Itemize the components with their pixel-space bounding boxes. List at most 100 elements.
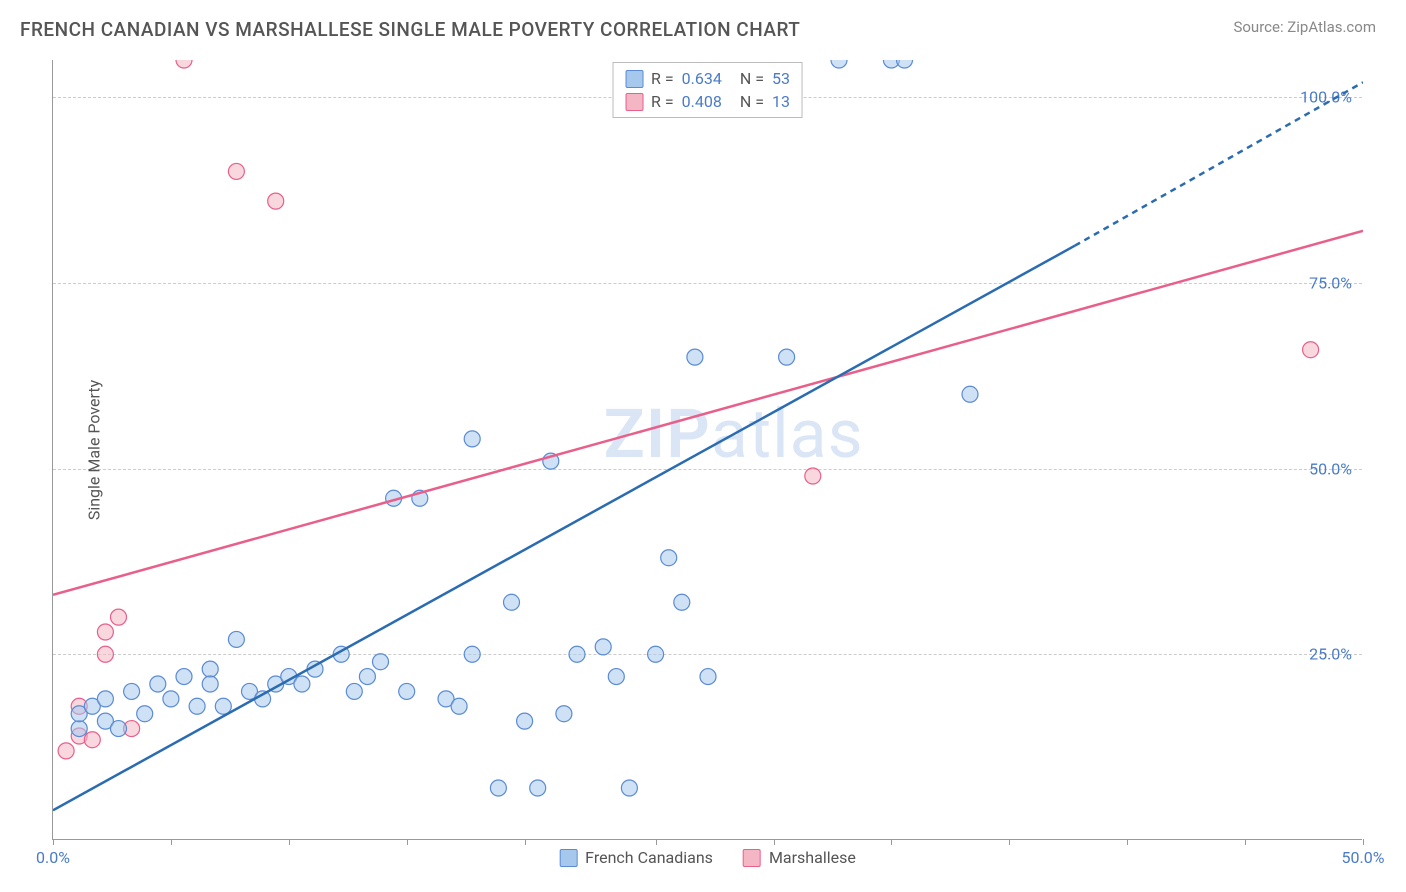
data-point bbox=[359, 669, 375, 685]
data-point bbox=[451, 698, 467, 714]
data-point bbox=[137, 706, 153, 722]
data-point bbox=[399, 683, 415, 699]
data-point bbox=[202, 676, 218, 692]
x-tick-mark bbox=[171, 839, 172, 845]
data-point bbox=[608, 669, 624, 685]
data-point bbox=[687, 349, 703, 365]
chart-svg bbox=[53, 60, 1363, 840]
trend-line bbox=[53, 246, 1075, 811]
r-value-2: 0.408 bbox=[682, 92, 722, 111]
data-point bbox=[228, 163, 244, 179]
x-tick-mark bbox=[1009, 839, 1010, 845]
data-point bbox=[883, 60, 899, 68]
data-point bbox=[805, 468, 821, 484]
data-point bbox=[897, 60, 913, 68]
y-tick-label: 75.0% bbox=[1309, 273, 1352, 292]
legend-swatch-series1 bbox=[625, 70, 643, 88]
legend-swatch-1 bbox=[559, 849, 577, 867]
legend-label-2: Marshallese bbox=[769, 848, 856, 867]
data-point bbox=[490, 780, 506, 796]
data-point bbox=[71, 706, 87, 722]
r-value-1: 0.634 bbox=[682, 69, 722, 88]
x-tick-mark bbox=[774, 839, 775, 845]
chart-container: ZIPatlas 25.0%50.0%75.0%100.0% 0.0%50.0%… bbox=[52, 60, 1362, 840]
legend-label-1: French Canadians bbox=[585, 848, 713, 867]
x-tick-label: 50.0% bbox=[1342, 848, 1385, 867]
data-point bbox=[386, 490, 402, 506]
plot-area: ZIPatlas 25.0%50.0%75.0%100.0% 0.0%50.0%… bbox=[52, 60, 1362, 840]
y-tick-label: 100.0% bbox=[1300, 88, 1352, 107]
data-point bbox=[176, 669, 192, 685]
gridline-h bbox=[53, 283, 1362, 284]
data-point bbox=[202, 661, 218, 677]
data-point bbox=[71, 698, 87, 714]
legend-series: French Canadians Marshallese bbox=[559, 848, 856, 867]
watermark: ZIPatlas bbox=[604, 394, 864, 474]
y-tick-label: 25.0% bbox=[1309, 645, 1352, 664]
x-tick-mark bbox=[1245, 839, 1246, 845]
trend-line bbox=[53, 231, 1363, 595]
data-point bbox=[621, 780, 637, 796]
data-point bbox=[268, 676, 284, 692]
gridline-h bbox=[53, 469, 1362, 470]
legend-swatch-series2 bbox=[625, 93, 643, 111]
gridline-h bbox=[53, 654, 1362, 655]
legend-stats-row-2: R = 0.408 N = 13 bbox=[625, 90, 790, 113]
data-point bbox=[281, 669, 297, 685]
x-tick-mark bbox=[1127, 839, 1128, 845]
y-tick-label: 50.0% bbox=[1309, 459, 1352, 478]
data-point bbox=[124, 683, 140, 699]
x-tick-mark bbox=[53, 839, 54, 845]
data-point bbox=[255, 691, 271, 707]
legend-stats-row-1: R = 0.634 N = 53 bbox=[625, 67, 790, 90]
data-point bbox=[97, 691, 113, 707]
x-tick-label: 0.0% bbox=[36, 848, 70, 867]
legend-stats: R = 0.634 N = 53 R = 0.408 N = 13 bbox=[612, 62, 803, 118]
data-point bbox=[373, 654, 389, 670]
data-point bbox=[150, 676, 166, 692]
n-value-1: 53 bbox=[772, 69, 790, 88]
data-point bbox=[71, 728, 87, 744]
x-tick-mark bbox=[289, 839, 290, 845]
data-point bbox=[530, 780, 546, 796]
data-point bbox=[189, 698, 205, 714]
source-attribution: Source: ZipAtlas.com bbox=[1233, 18, 1376, 36]
data-point bbox=[674, 594, 690, 610]
data-point bbox=[97, 713, 113, 729]
data-point bbox=[595, 639, 611, 655]
x-tick-mark bbox=[656, 839, 657, 845]
legend-swatch-2 bbox=[743, 849, 761, 867]
data-point bbox=[831, 60, 847, 68]
data-point bbox=[228, 631, 244, 647]
data-point bbox=[176, 60, 192, 68]
data-point bbox=[294, 676, 310, 692]
data-point bbox=[163, 691, 179, 707]
data-point bbox=[543, 453, 559, 469]
data-point bbox=[661, 550, 677, 566]
data-point bbox=[779, 349, 795, 365]
x-tick-mark bbox=[891, 839, 892, 845]
chart-title: FRENCH CANADIAN VS MARSHALLESE SINGLE MA… bbox=[20, 18, 800, 41]
data-point bbox=[97, 624, 113, 640]
y-axis-label: Single Male Poverty bbox=[85, 380, 104, 520]
data-point bbox=[517, 713, 533, 729]
data-point bbox=[58, 743, 74, 759]
trend-line bbox=[1075, 82, 1363, 245]
data-point bbox=[242, 683, 258, 699]
data-point bbox=[111, 609, 127, 625]
data-point bbox=[307, 661, 323, 677]
data-point bbox=[504, 594, 520, 610]
legend-item-1: French Canadians bbox=[559, 848, 713, 867]
data-point bbox=[124, 721, 140, 737]
data-point bbox=[438, 691, 454, 707]
data-point bbox=[1303, 342, 1319, 358]
data-point bbox=[412, 490, 428, 506]
data-point bbox=[84, 732, 100, 748]
x-tick-mark bbox=[407, 839, 408, 845]
data-point bbox=[71, 721, 87, 737]
n-value-2: 13 bbox=[772, 92, 790, 111]
data-point bbox=[700, 669, 716, 685]
data-point bbox=[962, 386, 978, 402]
data-point bbox=[84, 698, 100, 714]
legend-item-2: Marshallese bbox=[743, 848, 856, 867]
